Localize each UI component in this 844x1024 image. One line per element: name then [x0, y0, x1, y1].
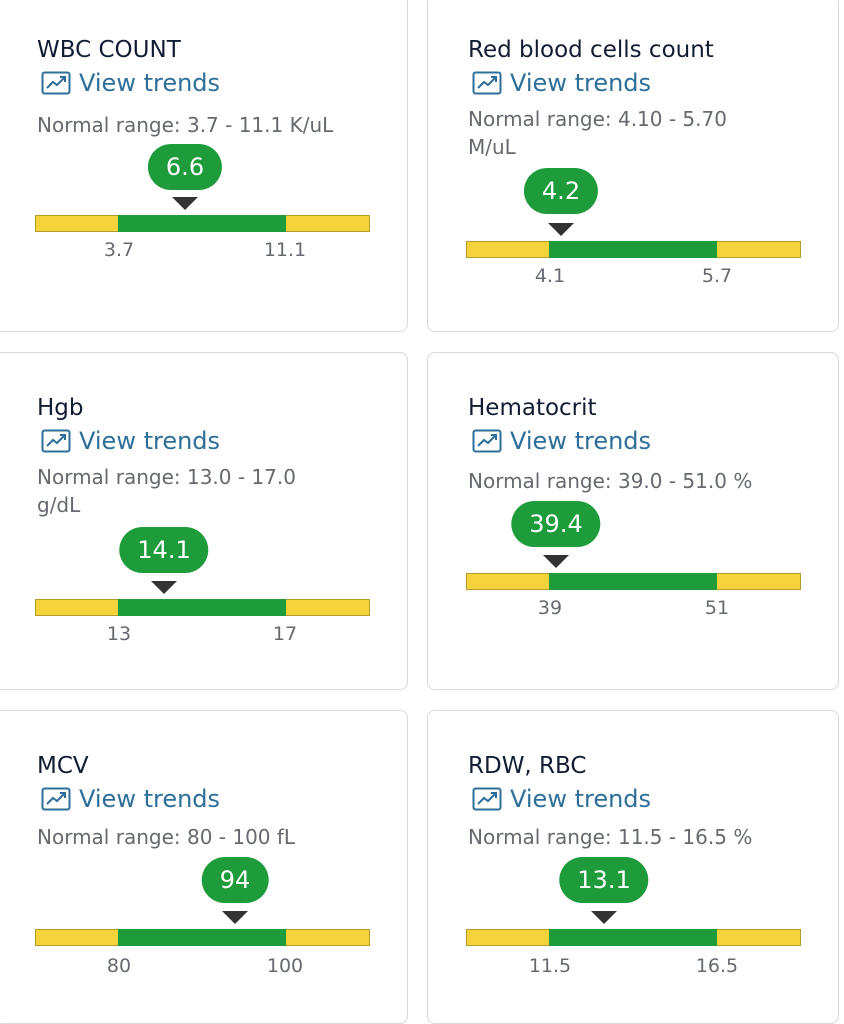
test-name: Red blood cells count	[468, 37, 714, 63]
trend-chart-icon	[472, 429, 502, 453]
view-trends-label: View trends	[79, 427, 221, 455]
result-card-hgb: Hgb View trends Normal range: 13.0 - 17.…	[0, 352, 408, 690]
normal-range-text: Normal range: 80 - 100 fL	[37, 825, 296, 849]
range-bar	[35, 928, 370, 946]
value-pointer-icon	[222, 911, 248, 924]
trend-chart-icon	[41, 787, 71, 811]
normal-range-text: Normal range: 39.0 - 51.0 %	[468, 469, 753, 493]
range-high-label: 11.1	[263, 239, 307, 261]
result-value-badge: 13.1	[559, 857, 649, 903]
test-name: WBC COUNT	[37, 37, 181, 63]
view-trends-label: View trends	[510, 785, 652, 813]
result-card-wbc-count: WBC COUNT View trends Normal range: 3.7 …	[0, 0, 408, 332]
view-trends-link[interactable]: View trends	[41, 427, 220, 455]
test-name: Hematocrit	[468, 395, 597, 421]
range-bar	[35, 598, 370, 616]
range-bar-normal-segment	[549, 240, 717, 258]
trend-chart-icon	[472, 71, 502, 95]
trend-chart-icon	[41, 429, 71, 453]
trend-chart-icon	[472, 787, 502, 811]
value-pointer-icon	[151, 581, 177, 594]
result-value-badge: 14.1	[119, 527, 209, 573]
view-trends-label: View trends	[79, 785, 221, 813]
range-low-label: 4.1	[534, 265, 566, 287]
view-trends-link[interactable]: View trends	[41, 785, 220, 813]
normal-range-text: Normal range: 11.5 - 16.5 %	[468, 825, 753, 849]
normal-range-text: Normal range: 3.7 - 11.1 K/uL	[37, 113, 334, 137]
range-low-label: 13	[106, 623, 132, 645]
result-card-hematocrit: Hematocrit View trends Normal range: 39.…	[427, 352, 839, 690]
test-name: Hgb	[37, 395, 84, 421]
range-bar	[35, 214, 370, 232]
view-trends-link[interactable]: View trends	[472, 785, 651, 813]
view-trends-link[interactable]: View trends	[41, 69, 220, 97]
view-trends-label: View trends	[79, 69, 221, 97]
view-trends-label: View trends	[510, 427, 652, 455]
value-pointer-icon	[543, 555, 569, 568]
range-low-label: 11.5	[528, 955, 572, 977]
range-high-label: 17	[272, 623, 298, 645]
trend-chart-icon	[41, 71, 71, 95]
test-name: RDW, RBC	[468, 753, 587, 779]
value-pointer-icon	[548, 223, 574, 236]
value-pointer-icon	[591, 911, 617, 924]
range-low-label: 39	[537, 597, 563, 619]
view-trends-label: View trends	[510, 69, 652, 97]
range-low-label: 3.7	[103, 239, 135, 261]
test-name: MCV	[37, 753, 89, 779]
range-bar	[466, 572, 801, 590]
range-bar	[466, 240, 801, 258]
result-card-rdw-rbc: RDW, RBC View trends Normal range: 11.5 …	[427, 710, 839, 1024]
result-value-badge: 39.4	[511, 501, 601, 547]
range-bar-normal-segment	[118, 214, 286, 232]
normal-range-text: Normal range: 13.0 - 17.0 g/dL	[37, 465, 296, 517]
range-high-label: 100	[266, 955, 304, 977]
range-high-label: 16.5	[695, 955, 739, 977]
range-bar-normal-segment	[118, 928, 286, 946]
result-value-badge: 6.6	[147, 144, 223, 190]
range-high-label: 51	[704, 597, 730, 619]
view-trends-link[interactable]: View trends	[472, 427, 651, 455]
value-pointer-icon	[172, 197, 198, 210]
range-low-label: 80	[106, 955, 132, 977]
view-trends-link[interactable]: View trends	[472, 69, 651, 97]
result-card-mcv: MCV View trends Normal range: 80 - 100 f…	[0, 710, 408, 1024]
result-value-badge: 94	[201, 857, 269, 903]
normal-range-text: Normal range: 4.10 - 5.70 M/uL	[468, 107, 727, 159]
range-bar	[466, 928, 801, 946]
range-bar-normal-segment	[549, 928, 717, 946]
range-bar-normal-segment	[549, 572, 717, 590]
result-value-badge: 4.2	[523, 168, 599, 214]
range-high-label: 5.7	[701, 265, 733, 287]
result-card-red-blood-cells-count: Red blood cells count View trends Normal…	[427, 0, 839, 332]
range-bar-normal-segment	[118, 598, 286, 616]
